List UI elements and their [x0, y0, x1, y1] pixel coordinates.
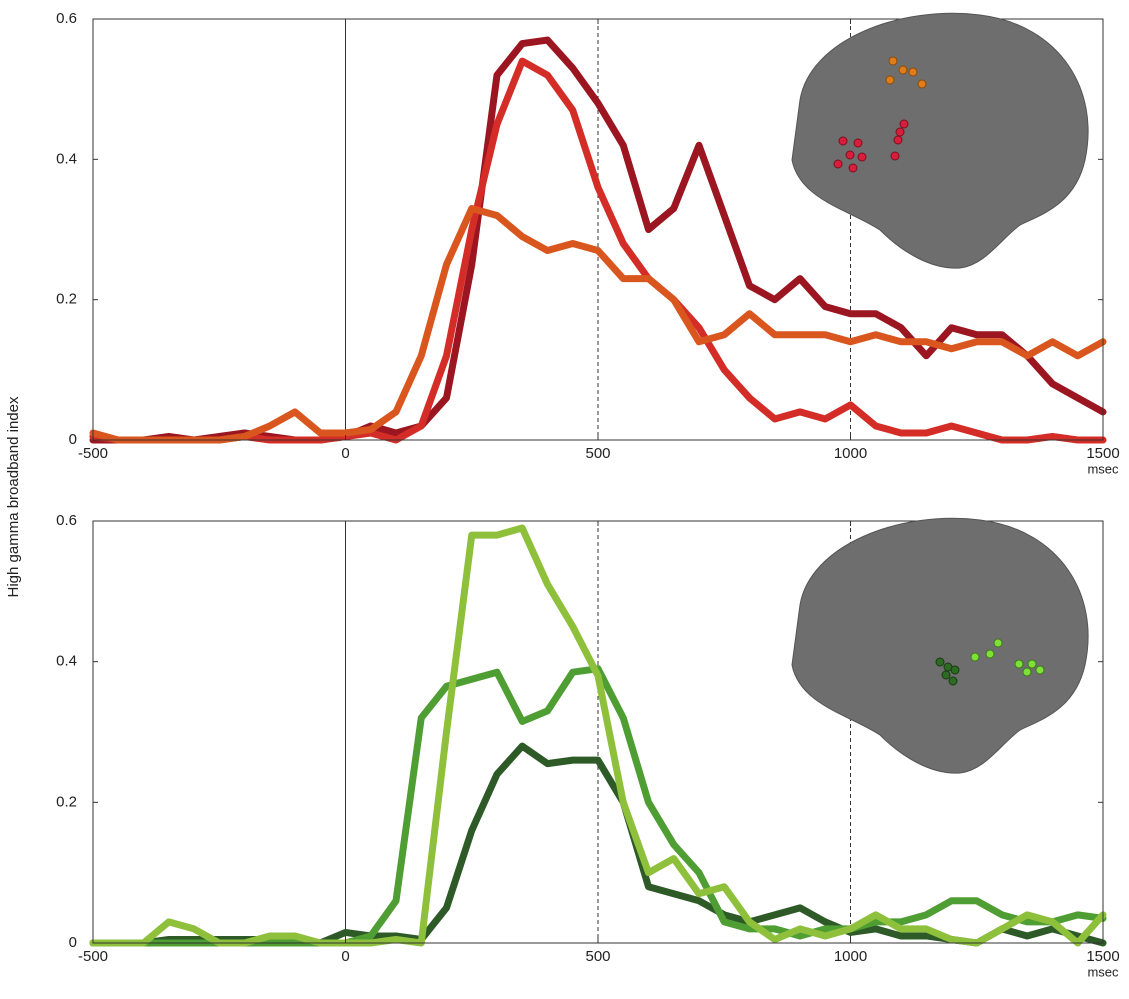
- y-tick-label: 0.2: [56, 793, 77, 810]
- y-tick-label: 0: [69, 934, 77, 951]
- x-tick-label: 1000: [834, 445, 867, 462]
- x-tick-label: 0: [341, 948, 349, 965]
- x-tick-label: 500: [585, 948, 610, 965]
- y-tick-label: 0.4: [56, 653, 77, 670]
- x-tick-label: 1000: [834, 948, 867, 965]
- y-tick-label: 0.2: [56, 291, 77, 308]
- data-line: [89, 57, 1107, 444]
- y-tick-label: 0.6: [56, 512, 77, 529]
- y-axis-label: High gamma broadband index: [5, 396, 22, 597]
- data-line: [89, 204, 1107, 444]
- data-line: [89, 524, 1107, 947]
- x-tick-label: 1500: [1086, 445, 1119, 462]
- x-axis-label: msec: [1087, 964, 1119, 979]
- x-tick-label: 0: [341, 445, 349, 462]
- y-tick-label: 0.6: [56, 10, 77, 27]
- x-tick-label: -500: [78, 445, 108, 462]
- brain-image-bottom: [791, 517, 1089, 774]
- x-tick-label: 1500: [1086, 948, 1119, 965]
- x-axis-label: msec: [1087, 461, 1119, 476]
- x-tick-label: -500: [78, 948, 108, 965]
- x-tick-label: 500: [585, 445, 610, 462]
- y-tick-label: 0.4: [56, 150, 77, 167]
- brain-image-top: [791, 12, 1089, 269]
- y-tick-label: 0: [69, 431, 77, 448]
